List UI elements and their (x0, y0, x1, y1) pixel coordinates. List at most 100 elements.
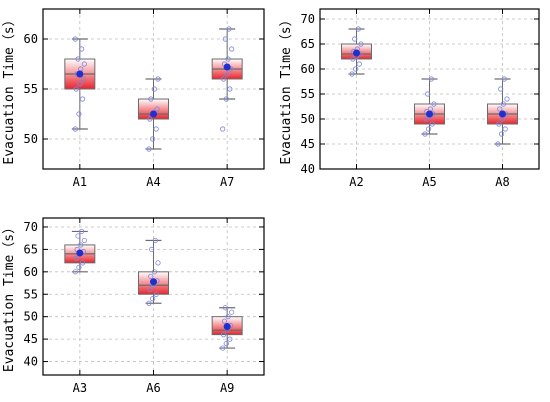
data-point (77, 81, 83, 87)
box-A1 (64, 36, 96, 132)
data-point (78, 242, 84, 248)
data-point (79, 96, 86, 102)
data-point (152, 237, 158, 244)
data-point (352, 36, 358, 42)
data-point (422, 131, 428, 137)
y-tick-label: 60 (24, 32, 38, 46)
box-A7 (211, 26, 243, 132)
data-point (72, 269, 78, 275)
data-point (222, 305, 228, 311)
data-point (498, 86, 504, 92)
data-point (431, 101, 437, 107)
data-point (148, 96, 154, 102)
data-point (155, 76, 161, 82)
data-point (222, 36, 228, 42)
box-A5 (414, 76, 445, 137)
data-point (220, 345, 226, 351)
data-point (502, 126, 508, 132)
mean-marker (499, 110, 506, 118)
data-point (80, 76, 87, 82)
data-point (147, 287, 153, 293)
data-point (150, 136, 156, 142)
data-point (79, 46, 85, 52)
data-point (154, 106, 160, 112)
data-point (355, 26, 361, 32)
box-A6 (138, 237, 169, 306)
data-point (227, 86, 233, 92)
x-tick-label: A3 (73, 381, 87, 395)
box-A8 (487, 76, 518, 147)
y-tick-label: 65 (24, 242, 38, 256)
x-tick-label: A1 (73, 175, 87, 189)
data-point (223, 340, 229, 347)
y-tick-label: 70 (24, 220, 38, 234)
chart-panel-1: 50 55 60 A1 A4 A7 Evacuation Time（s） (2, 8, 265, 189)
data-point (423, 116, 429, 122)
data-point (79, 260, 86, 266)
y-tick-label: 50 (301, 112, 315, 126)
data-point (220, 76, 227, 82)
data-point (76, 264, 82, 270)
data-point (151, 269, 157, 275)
data-point (221, 318, 228, 324)
mean-marker (223, 63, 231, 71)
y-tick-label: 40 (301, 162, 315, 176)
data-point (149, 246, 155, 252)
x-tick-label: A4 (146, 175, 160, 189)
data-point (497, 106, 503, 112)
x-tick-label: A6 (146, 381, 160, 395)
y-tick-label: 65 (301, 37, 315, 51)
data-point (225, 56, 231, 62)
data-point (498, 131, 505, 137)
y-tick-label: 40 (24, 355, 38, 369)
data-point (229, 309, 235, 315)
data-point (229, 46, 235, 52)
y-axis-label: Evacuation Time（s） (2, 221, 17, 372)
mean-marker (76, 249, 84, 257)
data-point (223, 96, 229, 102)
x-tick-label: A8 (495, 175, 509, 189)
x-tick-label: A9 (220, 381, 234, 395)
data-point (72, 36, 78, 42)
mean-marker (150, 278, 157, 286)
data-point (425, 91, 431, 97)
data-point (226, 26, 232, 32)
data-point (428, 76, 434, 82)
data-point (148, 273, 154, 279)
data-point (220, 332, 227, 338)
y-axis-label: Evacuation Time（s） (279, 13, 294, 164)
y-tick-label: 55 (301, 87, 315, 101)
chart-panel-2: 40 45 50 55 60 65 70 A2 A5 A8 Evacuation Time（s） (279, 8, 540, 189)
y-tick-label: 45 (301, 137, 315, 151)
mean-marker (353, 49, 360, 57)
y-tick-label: 45 (24, 332, 38, 346)
mean-marker (426, 110, 433, 118)
data-point (146, 300, 152, 306)
data-point (429, 121, 435, 127)
chart-panel-3: 40 45 50 55 60 65 70 A3 A6 A9 Evacuation Time（s） (2, 217, 265, 395)
data-point (73, 255, 79, 261)
data-point (350, 56, 356, 62)
y-tick-label: 50 (24, 132, 38, 146)
x-tick-label: A7 (220, 175, 234, 189)
data-point (352, 66, 359, 72)
data-point (504, 96, 510, 102)
box-A4 (138, 76, 169, 152)
data-point (358, 41, 364, 47)
y-tick-label: 70 (301, 12, 315, 26)
x-tick-label: A2 (349, 175, 363, 189)
data-point (496, 121, 502, 127)
data-point (81, 237, 87, 244)
y-axis-label: Evacuation Time（s） (2, 13, 17, 164)
data-point (227, 336, 233, 342)
y-tick-label: 60 (24, 265, 38, 279)
data-point (425, 126, 432, 132)
data-point (225, 314, 231, 320)
data-point (76, 111, 82, 117)
y-tick-label: 60 (301, 62, 315, 76)
data-point (153, 291, 159, 297)
data-point (356, 61, 362, 67)
data-point (495, 141, 501, 147)
mean-marker (76, 70, 84, 78)
